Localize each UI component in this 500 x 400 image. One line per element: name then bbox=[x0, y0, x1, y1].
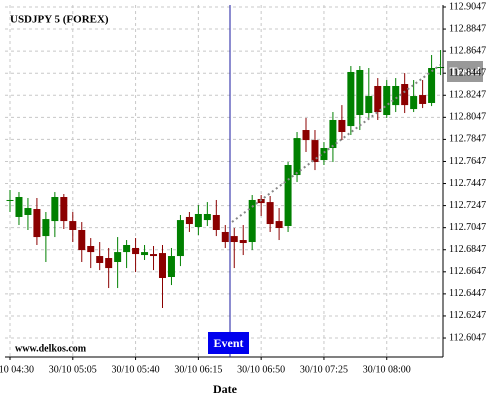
candle-body bbox=[419, 95, 427, 104]
y-tick-label: 112.6647 bbox=[449, 266, 486, 277]
candle-body bbox=[123, 245, 131, 253]
trend-label: Trend bbox=[450, 64, 481, 78]
candle-body bbox=[266, 202, 274, 225]
candle-body bbox=[230, 236, 238, 243]
candle-body bbox=[114, 252, 122, 262]
candle-body bbox=[221, 231, 229, 243]
grid bbox=[5, 5, 443, 357]
y-tick-label: 112.8447 bbox=[449, 67, 486, 78]
candle-body bbox=[132, 247, 140, 255]
y-tick-label: 112.8247 bbox=[449, 90, 486, 101]
candle-body bbox=[428, 68, 436, 103]
candle-body bbox=[383, 85, 391, 116]
candle-body bbox=[6, 199, 14, 201]
x-axis-title: Date bbox=[213, 382, 238, 396]
candle-body bbox=[42, 219, 50, 237]
candle-body bbox=[356, 69, 364, 116]
candle-body bbox=[248, 199, 256, 243]
candle-body bbox=[302, 130, 310, 141]
candle-body bbox=[78, 229, 86, 251]
candle-body bbox=[410, 96, 418, 110]
y-tick-label: 112.7447 bbox=[449, 178, 486, 189]
candle-body bbox=[293, 138, 301, 176]
candles bbox=[6, 50, 445, 309]
y-tick-label: 112.7647 bbox=[449, 156, 486, 167]
event-label: Event bbox=[214, 336, 244, 350]
candle-body bbox=[24, 208, 32, 215]
event-box bbox=[208, 332, 249, 354]
y-tick-label: 112.6047 bbox=[449, 332, 486, 343]
y-tick-label: 112.8647 bbox=[449, 45, 486, 56]
candle-body bbox=[33, 209, 41, 238]
candle-body bbox=[284, 165, 292, 227]
candle-body bbox=[437, 67, 445, 69]
candle-body bbox=[105, 258, 113, 269]
x-tick-label: 30/10 05:40 bbox=[112, 364, 160, 375]
candle-body bbox=[150, 254, 158, 257]
trend-box bbox=[447, 61, 483, 82]
x-tick-label: 30/10 08:00 bbox=[363, 364, 411, 375]
trend-line bbox=[231, 64, 441, 223]
y-tick-label: 112.8847 bbox=[449, 23, 486, 34]
candle-body bbox=[320, 148, 328, 161]
candle-body bbox=[185, 216, 193, 225]
candle-body bbox=[329, 119, 337, 149]
candle-body bbox=[401, 84, 409, 106]
y-tick-label: 112.6847 bbox=[449, 244, 486, 255]
candle-body bbox=[374, 85, 382, 113]
y-tick-label: 112.6447 bbox=[449, 288, 486, 299]
y-tick-label: 112.8047 bbox=[449, 112, 486, 123]
candle-body bbox=[347, 71, 355, 127]
candle-body bbox=[96, 256, 104, 263]
y-tick-label: 112.9047 bbox=[449, 1, 486, 12]
candle-body bbox=[15, 197, 23, 217]
candle-body bbox=[338, 119, 346, 133]
y-tick-label: 112.6247 bbox=[449, 310, 486, 321]
candle-body bbox=[392, 85, 400, 106]
chart-title: USDJPY 5 (FOREX) bbox=[10, 14, 109, 26]
candle-body bbox=[167, 256, 175, 277]
candle-body bbox=[51, 197, 59, 222]
y-tick-label: 112.7847 bbox=[449, 134, 486, 145]
y-tick-label: 112.7047 bbox=[449, 222, 486, 233]
watermark: www.delkos.com bbox=[15, 343, 87, 354]
candle-body bbox=[69, 221, 77, 230]
x-tick-label: 30/10 04:30 bbox=[0, 364, 34, 375]
candle-body bbox=[311, 140, 319, 163]
candle-body bbox=[87, 245, 95, 253]
candle-body bbox=[203, 213, 211, 221]
candle-body bbox=[275, 221, 283, 229]
candle-body bbox=[60, 197, 68, 222]
y-tick-label: 112.7247 bbox=[449, 200, 486, 211]
x-tick-label: 30/10 06:15 bbox=[174, 364, 222, 375]
candle-body bbox=[365, 96, 373, 114]
x-tick-label: 30/10 07:25 bbox=[300, 364, 348, 375]
x-tick-label: 30/10 05:05 bbox=[49, 364, 97, 375]
candle-body bbox=[239, 240, 247, 244]
x-tick-label: 30/10 06:50 bbox=[237, 364, 285, 375]
candle-body bbox=[158, 253, 166, 278]
candle-body bbox=[176, 220, 184, 257]
candle-body bbox=[194, 213, 202, 228]
candle-body bbox=[212, 214, 220, 230]
candle-body bbox=[141, 252, 149, 256]
